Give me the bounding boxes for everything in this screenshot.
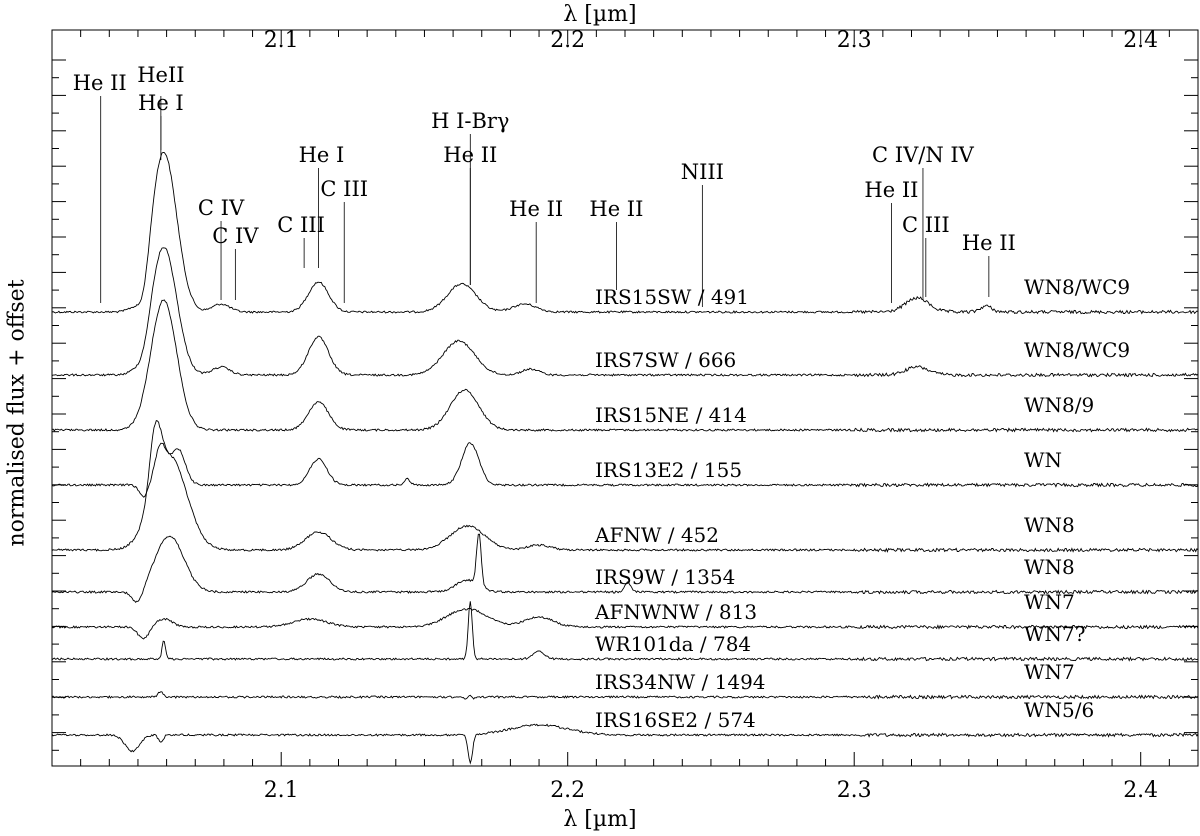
series-label: IRS9W / 1354 (595, 565, 735, 589)
spectral-line-label: C III (902, 213, 950, 237)
series-type-label: WN5/6 (1024, 698, 1094, 722)
spectral-line-label: C IV (198, 196, 245, 220)
spectral-line-label: He I (138, 91, 184, 115)
series-label: IRS7SW / 666 (595, 348, 736, 372)
spectrum-line (51, 151, 1199, 315)
x-tick-label-bottom: 2.3 (837, 778, 872, 803)
spectral-line-label: He II (509, 197, 563, 221)
series-type-label: WN7 (1024, 590, 1075, 614)
spectral-line-label: HeII (137, 63, 184, 87)
spectrum-line (51, 299, 1199, 433)
series-label: IRS13E2 / 155 (595, 458, 742, 482)
spectral-line-label: C III (320, 177, 368, 201)
spectral-line-label: He II (864, 178, 918, 202)
spectrum-line (51, 533, 1199, 603)
bottom-axis-title: λ [µm] (563, 807, 637, 832)
spectrum-line (51, 442, 1199, 498)
series-type-label: WN8 (1024, 513, 1075, 537)
spectral-line-label: He II (962, 231, 1016, 255)
x-tick-label-top: 2.1 (264, 28, 299, 53)
x-tick-label-bottom: 2.4 (1123, 778, 1158, 803)
spectral-line-label: He II (589, 197, 643, 221)
series-type-label: WN8/WC9 (1024, 275, 1130, 299)
spectral-line-label: NIII (681, 160, 724, 184)
spectral-line-label: He I (299, 143, 345, 167)
x-tick-label-top: 2.3 (837, 28, 872, 53)
spectrum-line (51, 691, 1199, 700)
series-type-label: WN7 (1024, 660, 1075, 684)
series-type-label: WN7? (1024, 622, 1086, 646)
series-type-label: WN8/9 (1024, 393, 1094, 417)
spectrum-line (51, 247, 1199, 378)
series-label: AFNWNW / 813 (594, 600, 757, 624)
x-tick-label-bottom: 2.1 (264, 778, 299, 803)
series-label: AFNW / 452 (594, 523, 719, 547)
spectrum-line (51, 723, 1199, 765)
spectral-line-label: C IV/N IV (872, 143, 975, 167)
series-label: IRS15SW / 491 (595, 285, 749, 309)
top-axis-title: λ [µm] (563, 2, 637, 27)
series-label: WR101da / 784 (595, 632, 751, 656)
spectral-line-label: He II (73, 71, 127, 95)
spectral-line-label: He II (443, 143, 497, 167)
series-type-label: WN8/WC9 (1024, 338, 1130, 362)
spectral-line-label: C III (277, 213, 325, 237)
x-tick-label-top: 2.4 (1123, 28, 1158, 53)
spectral-line-label: H I-Brγ (431, 109, 509, 133)
y-axis-title: normalised flux + offset (4, 279, 30, 547)
series-label: IRS34NW / 1494 (595, 670, 766, 694)
spectral-line-label: C IV (212, 224, 259, 248)
series-label: IRS15NE / 414 (595, 403, 747, 427)
series-label: IRS16SE2 / 574 (595, 708, 756, 732)
series-type-label: WN8 (1024, 555, 1075, 579)
spectrum-line (51, 608, 1199, 640)
spectrum-line (51, 420, 1199, 553)
x-tick-label-bottom: 2.2 (550, 778, 585, 803)
spectrum-line (51, 601, 1199, 662)
x-tick-label-top: 2.2 (550, 28, 585, 53)
series-type-label: WN (1024, 448, 1062, 472)
